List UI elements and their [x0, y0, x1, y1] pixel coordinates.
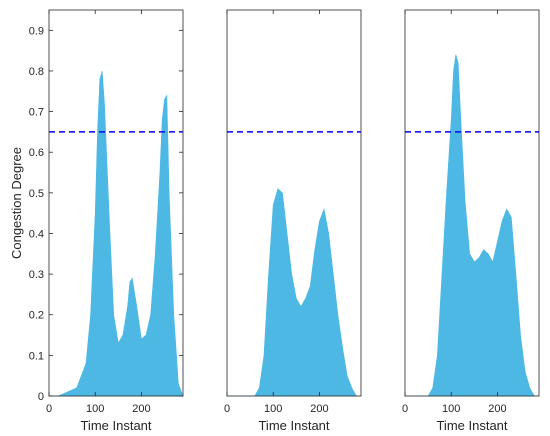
- axes-box: [226, 9, 362, 397]
- x-tick-label: 200: [488, 403, 506, 415]
- y-tick-label: 0.1: [29, 350, 44, 362]
- congestion-area-series: [405, 54, 539, 397]
- y-axis-label: Congestion Degree: [9, 147, 24, 259]
- y-tick-label: 0.8: [29, 66, 44, 78]
- x-axis-label: Time Instant: [436, 418, 507, 433]
- y-tick-label: 0.6: [29, 147, 44, 159]
- axes-box: [48, 9, 184, 397]
- y-tick-label: 0.2: [29, 310, 44, 322]
- y-tick-label: 0.5: [29, 188, 44, 200]
- x-tick-label: 0: [224, 403, 230, 415]
- x-axis-label: Time Instant: [80, 418, 151, 433]
- congestion-area-series: [227, 188, 361, 397]
- y-tick-label: 0.3: [29, 269, 44, 281]
- y-tick-label: 0.7: [29, 107, 44, 119]
- x-tick-label: 100: [264, 403, 282, 415]
- x-tick-label: 100: [442, 403, 460, 415]
- chart-panel-2: 0 100 200 Time Instant: [224, 9, 362, 433]
- x-tick-label: 0: [46, 403, 52, 415]
- chart-panel-1: 0 100 200 0 0.1 0.2 0.3 0.4 0.5 0.6 0.7 0.8 0.9 Time …: [9, 9, 184, 433]
- x-axis-label: Time Instant: [258, 418, 329, 433]
- axes-box: [404, 9, 540, 397]
- x-tick-label: 200: [132, 403, 150, 415]
- x-tick-label: 200: [310, 403, 328, 415]
- congestion-area-series: [49, 70, 184, 397]
- x-tick-label: 100: [86, 403, 104, 415]
- y-tick-label: 0.9: [29, 25, 44, 37]
- x-tick-label: 0: [402, 403, 408, 415]
- chart-panel-3: 0 100 200 Time Instant: [402, 9, 540, 433]
- y-tick-label: 0: [38, 391, 44, 403]
- y-tick-label: 0.4: [29, 228, 44, 240]
